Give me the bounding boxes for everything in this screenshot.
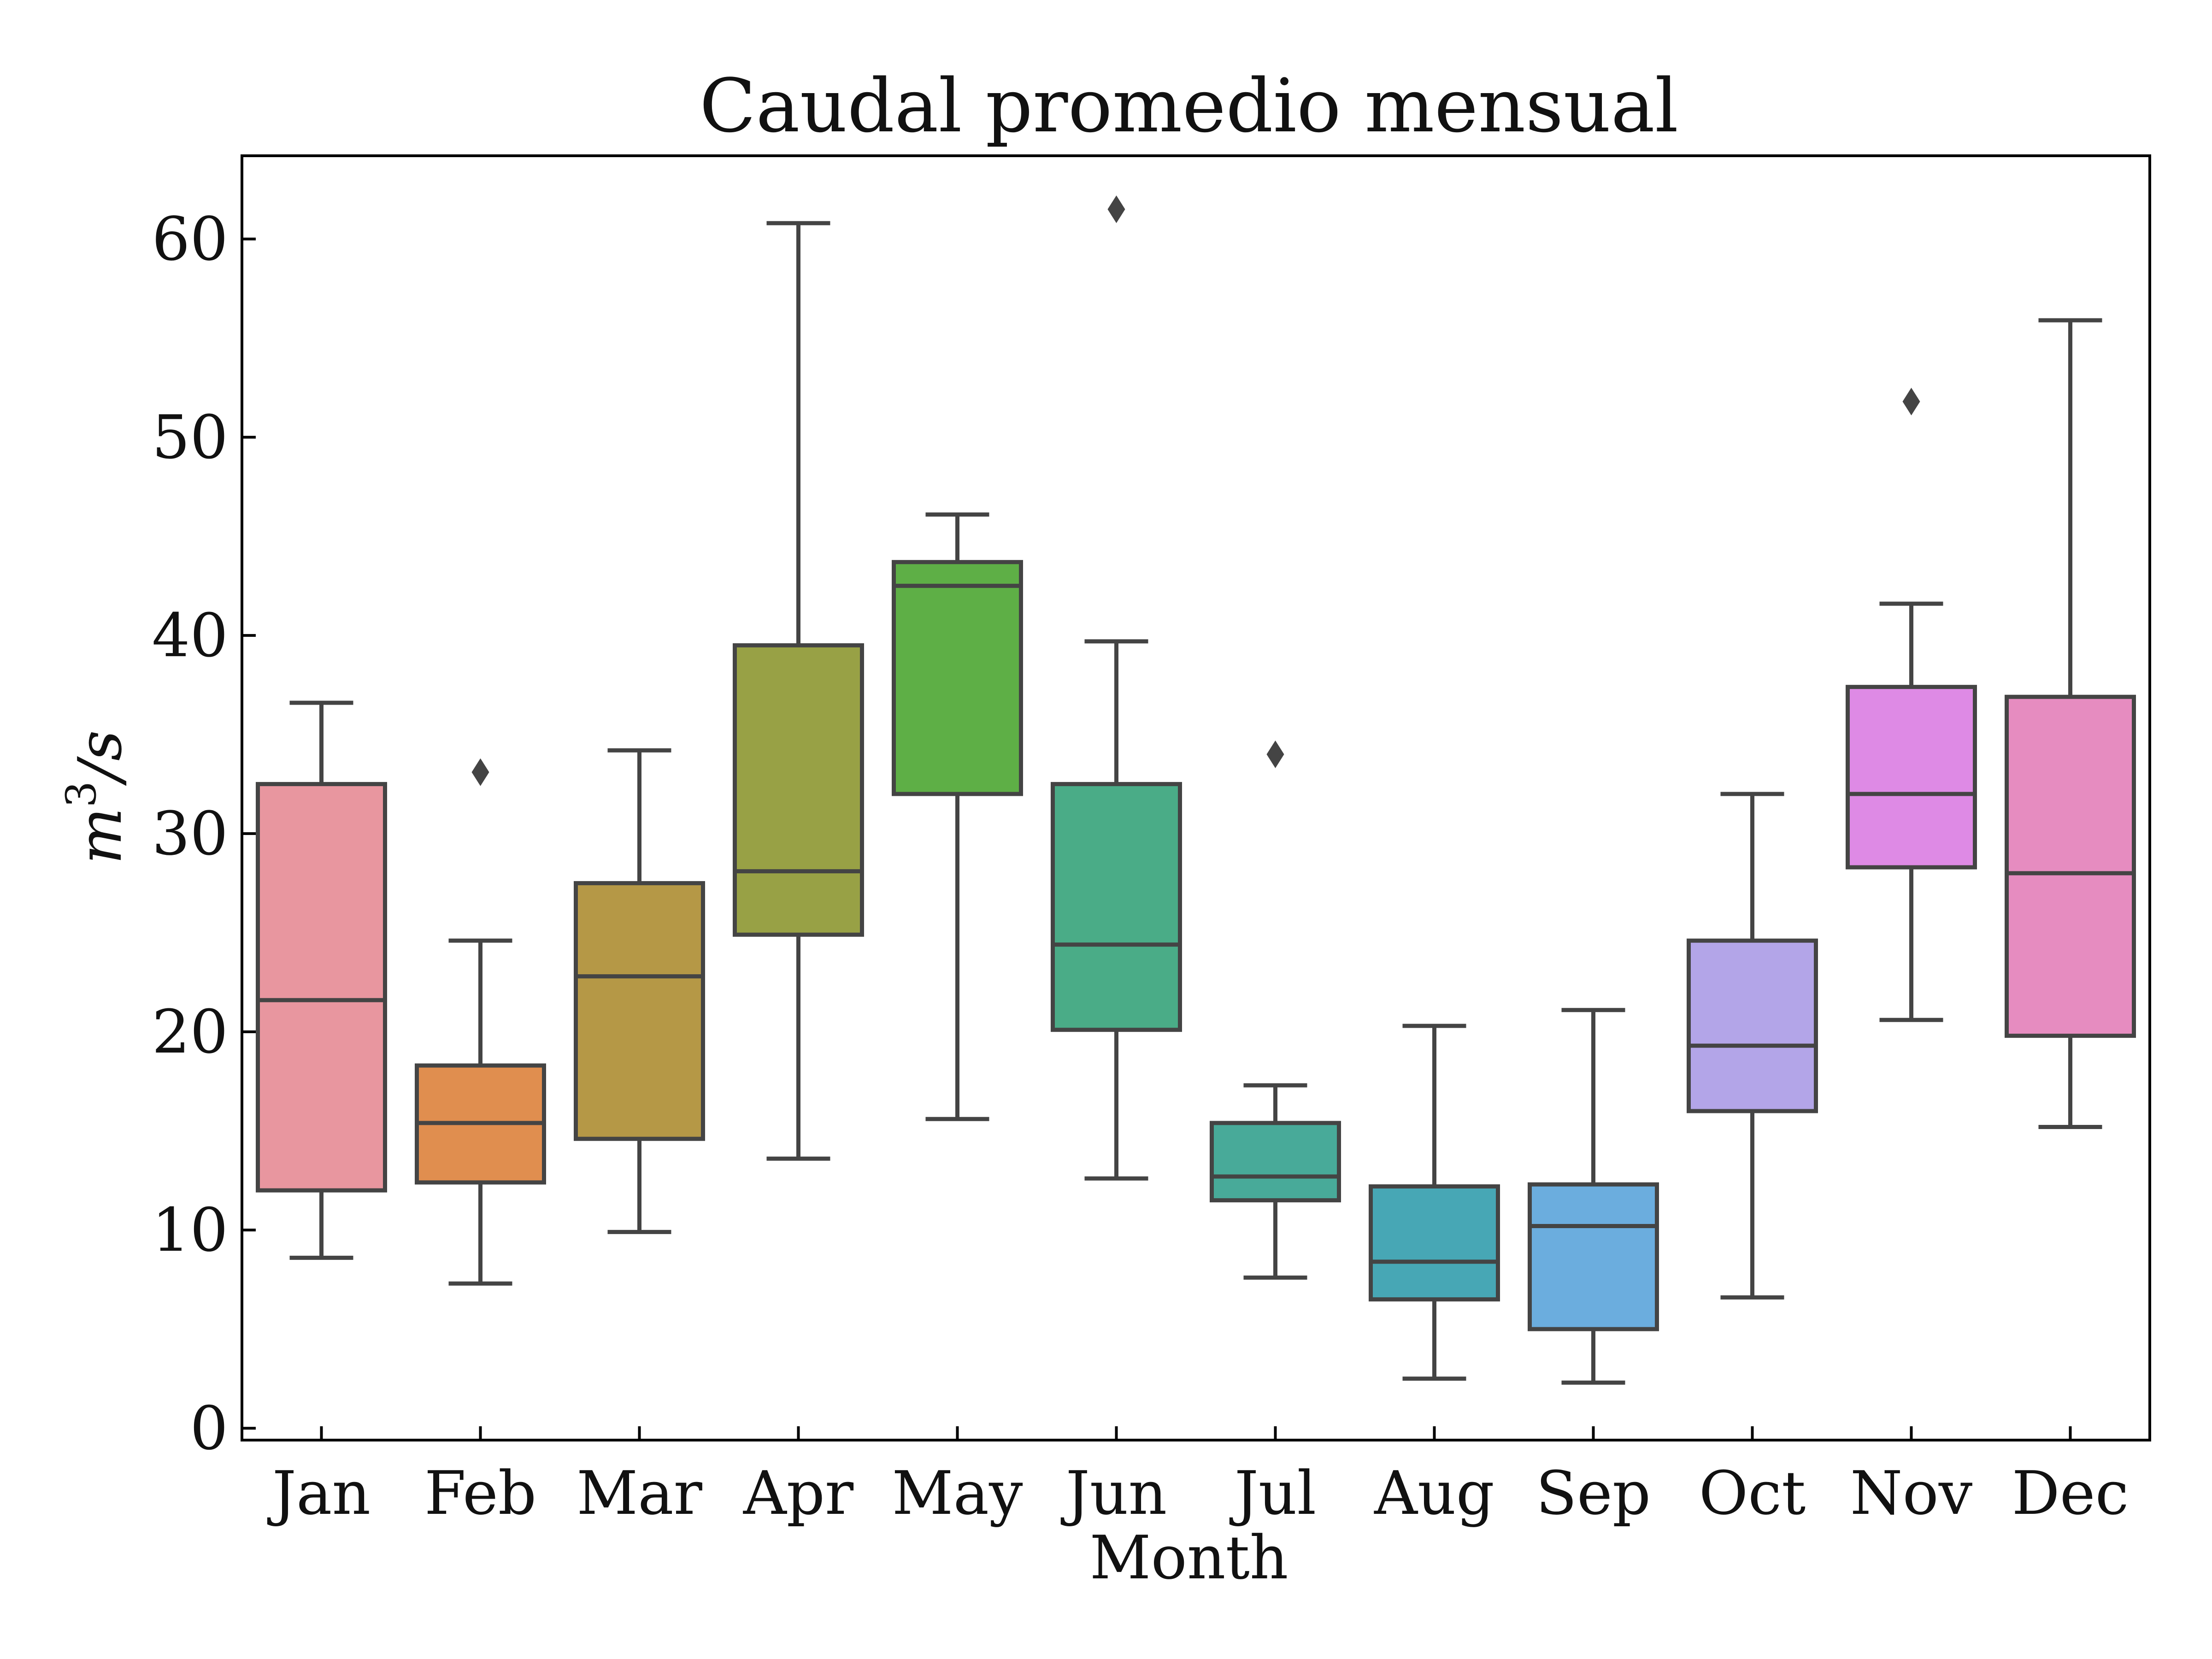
box-group-aug [1369, 1024, 1500, 1381]
y-axis-label-unit: /s [65, 730, 135, 786]
y-tick-label: 10 [152, 1195, 228, 1265]
y-tick-label: 30 [152, 799, 228, 869]
box [574, 881, 705, 1141]
x-tick-label: Jul [1230, 1458, 1316, 1528]
box-group-feb [415, 758, 546, 1286]
x-tick-label: Feb [424, 1458, 536, 1528]
x-tick-label: Oct [1699, 1458, 1806, 1528]
box [892, 560, 1023, 796]
y-tick-label: 50 [152, 402, 228, 472]
box [256, 782, 387, 1193]
x-tick-label: Jan [267, 1458, 371, 1528]
box [733, 643, 864, 937]
y-tick-label: 20 [152, 997, 228, 1067]
y-tick-label: 60 [152, 204, 228, 274]
x-tick-label: Sep [1536, 1458, 1651, 1528]
x-tick-label: Mar [577, 1458, 703, 1528]
y-axis-label-exponent: 3 [57, 781, 106, 807]
box [1369, 1184, 1500, 1302]
outlier-marker [1107, 195, 1125, 224]
box [1687, 938, 1818, 1113]
chart-title: Caudal promedio mensual [700, 63, 1678, 149]
box-group-dec [2005, 318, 2136, 1129]
x-tick-label: Apr [743, 1458, 854, 1528]
box [1210, 1121, 1341, 1203]
x-axis: Jan Feb Mar Apr May Jun Jul Aug Sep Oct Nov Dec [267, 1426, 2129, 1528]
box-group-apr [733, 221, 864, 1161]
box-group-nov [1846, 388, 1977, 1022]
outlier-marker [471, 758, 489, 786]
y-tick-label: 40 [152, 600, 228, 671]
x-tick-label: May [892, 1458, 1023, 1528]
box [2005, 694, 2136, 1038]
x-axis-label: Month [1089, 1523, 1288, 1593]
box [1846, 685, 1977, 870]
y-tick-label: 0 [190, 1393, 228, 1463]
y-axis-label: m3/s [57, 730, 135, 864]
box [1051, 782, 1182, 1032]
boxes-layer [256, 195, 2136, 1385]
box-group-jun [1051, 195, 1182, 1181]
outlier-marker [1266, 740, 1284, 768]
outlier-marker [1902, 388, 1920, 416]
box-group-sep [1528, 1008, 1659, 1385]
plot-frame [241, 154, 2151, 1441]
box-group-oct [1687, 792, 1818, 1300]
box [1528, 1182, 1659, 1331]
x-tick-label: Nov [1850, 1458, 1973, 1528]
box-group-jan [256, 700, 387, 1260]
box-group-jul [1210, 740, 1341, 1280]
x-tick-label: Aug [1374, 1458, 1494, 1528]
y-axis: 0 10 20 30 40 50 60 [152, 204, 256, 1463]
box-group-mar [574, 748, 705, 1234]
x-tick-label: Dec [2012, 1458, 2129, 1528]
y-axis-label-base: m [65, 807, 135, 864]
box-group-may [892, 512, 1023, 1121]
x-tick-label: Jun [1061, 1458, 1167, 1528]
